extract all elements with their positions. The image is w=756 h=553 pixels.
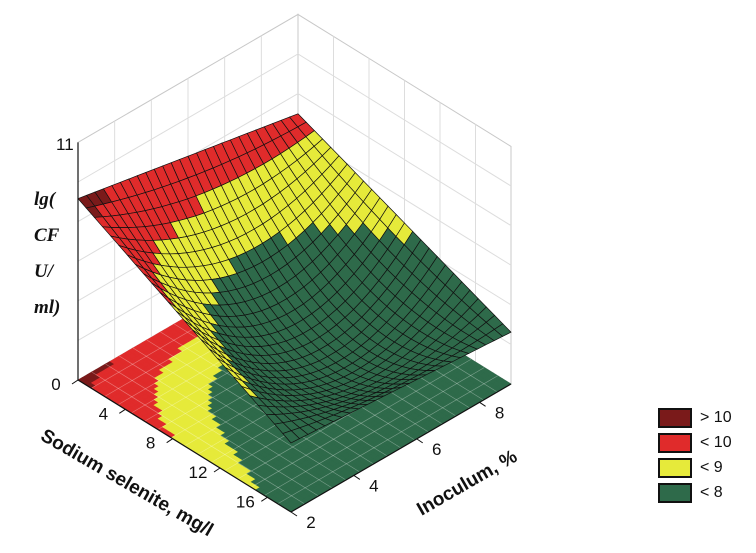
- y-tick-label: 4: [369, 476, 378, 495]
- x-tick-mark: [166, 438, 173, 444]
- legend: > 10 < 10 < 9 < 8: [658, 405, 732, 505]
- z-axis-title-line: U/: [34, 261, 53, 282]
- z-axis-title-line: CF: [34, 225, 60, 246]
- z-axis-title: lg( CF U/ ml): [34, 182, 74, 326]
- x-axis-ticks: 0 4 8 12 16: [51, 375, 268, 511]
- y-tick-mark: [290, 511, 298, 517]
- legend-swatch: [658, 457, 692, 478]
- y-axis-line: [290, 383, 512, 513]
- y-tick-label: 2: [306, 513, 315, 532]
- z-axis-title-line: lg(: [34, 189, 56, 210]
- x-tick-label: 12: [189, 463, 208, 482]
- y-tick-label: 8: [495, 403, 504, 422]
- response-surface: [77, 113, 512, 444]
- y-tick-label: 6: [432, 440, 441, 459]
- legend-label: < 9: [700, 458, 723, 476]
- x-tick-mark: [71, 379, 79, 385]
- floor-gridline: [264, 367, 485, 496]
- surface-cell: [282, 430, 301, 444]
- floor-gridline: [91, 371, 305, 505]
- legend-label: < 10: [700, 433, 732, 451]
- legend-item: < 8: [658, 480, 732, 505]
- y-axis-title: Inoculum, %: [414, 446, 521, 520]
- x-tick-label: 16: [236, 492, 255, 511]
- floor-gridline: [146, 339, 360, 473]
- floor-gridline: [119, 355, 333, 489]
- floor-gridline: [132, 347, 347, 481]
- x-tick-mark: [119, 408, 126, 414]
- x-tick-mark: [213, 467, 221, 473]
- x-axis-line: [77, 379, 292, 513]
- x-tick-label: 0: [51, 375, 60, 394]
- y-axis-ticks: 2 4 6 8: [290, 401, 504, 532]
- x-tick-label: 8: [146, 434, 155, 453]
- y-tick-mark: [353, 475, 361, 480]
- legend-swatch: [658, 432, 692, 453]
- legend-item: > 10: [658, 405, 732, 430]
- y-tick-mark: [416, 438, 423, 444]
- legend-label: < 8: [700, 483, 723, 501]
- z-tick-label: 11: [56, 135, 74, 154]
- axis-frame: [77, 142, 512, 513]
- legend-item: < 10: [658, 430, 732, 455]
- legend-swatch: [658, 482, 692, 503]
- y-tick-mark: [479, 401, 486, 407]
- legend-swatch: [658, 407, 692, 428]
- z-axis-title-line: ml): [34, 297, 61, 318]
- x-tick-mark: [261, 496, 268, 502]
- floor-gridline: [105, 363, 319, 497]
- legend-label: > 10: [700, 408, 732, 426]
- floor-gridline: [250, 358, 472, 488]
- floor-gridline: [277, 375, 498, 505]
- x-tick-label: 4: [99, 404, 108, 423]
- legend-item: < 9: [658, 455, 732, 480]
